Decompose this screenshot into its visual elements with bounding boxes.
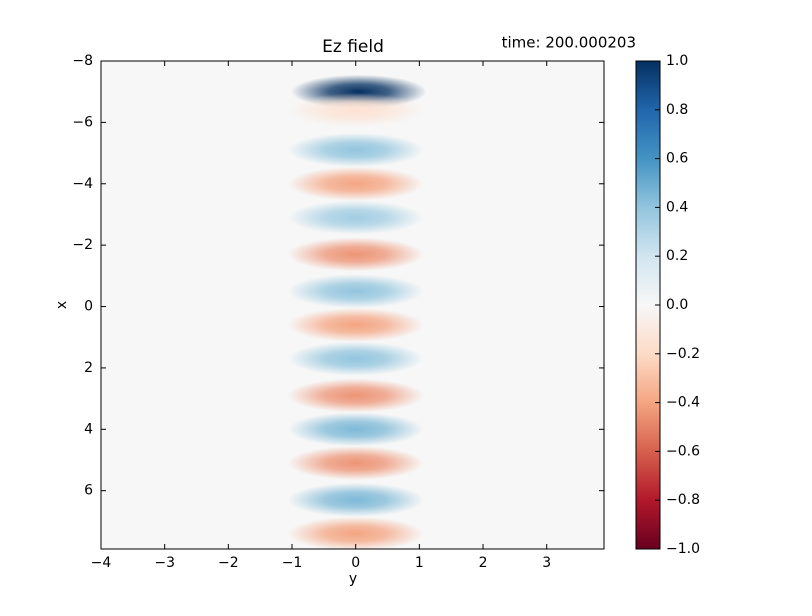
x-tick-label: 3 (542, 555, 551, 571)
annotation: time: 200.000203 (502, 34, 636, 52)
field-cell (287, 93, 424, 128)
x-tick-label: −1 (282, 555, 303, 571)
field-cell (287, 482, 424, 517)
field-cell (287, 166, 424, 201)
colorbar-tick-label: −0.2 (666, 346, 700, 362)
colorbar-tick-label: −0.4 (666, 395, 700, 411)
colorbar-tick-label: 0.0 (666, 297, 688, 313)
y-axis-label: x (54, 301, 70, 309)
y-tick-label: −2 (72, 237, 93, 253)
colorbar-tick-label: −0.6 (666, 443, 700, 459)
y-tick-label: 0 (84, 299, 93, 315)
colorbar-tick-label: −1.0 (666, 541, 700, 557)
field-cell (287, 412, 424, 447)
y-tick-label: −8 (72, 53, 93, 69)
y-tick-label: 6 (84, 483, 93, 499)
colorbar-tick-label: 0.6 (666, 151, 688, 167)
field-cell (287, 446, 424, 481)
colorbar-tick-label: 1.0 (666, 53, 688, 69)
x-tick-label: 2 (479, 555, 488, 571)
x-tick-label: −2 (218, 555, 239, 571)
x-axis-label: y (349, 571, 357, 587)
field-cell (287, 237, 424, 272)
x-tick-label: 1 (415, 555, 424, 571)
x-tick-label: −3 (154, 555, 175, 571)
colorbar-tick-label: −0.8 (666, 492, 700, 508)
y-tick-label: −6 (72, 114, 93, 130)
field-cell (287, 274, 424, 309)
colorbar-tick-label: 0.8 (666, 102, 688, 118)
plot-frame (100, 60, 605, 550)
x-tick-label: 0 (351, 555, 360, 571)
colorbar-tick-label: 0.2 (666, 248, 688, 264)
y-tick-label: −4 (72, 176, 93, 192)
field-cell (287, 378, 424, 413)
field-cell (287, 200, 424, 235)
y-tick-label: 2 (84, 360, 93, 376)
chart-title: Ez field (322, 37, 384, 57)
field-cell (287, 516, 424, 549)
y-tick-label: 4 (84, 421, 93, 437)
field (287, 74, 427, 549)
colorbar-tick-label: 0.4 (666, 199, 688, 215)
x-tick-label: −4 (91, 555, 112, 571)
field-cell (287, 133, 424, 168)
field-cell (287, 341, 424, 376)
field-cell (287, 307, 424, 342)
